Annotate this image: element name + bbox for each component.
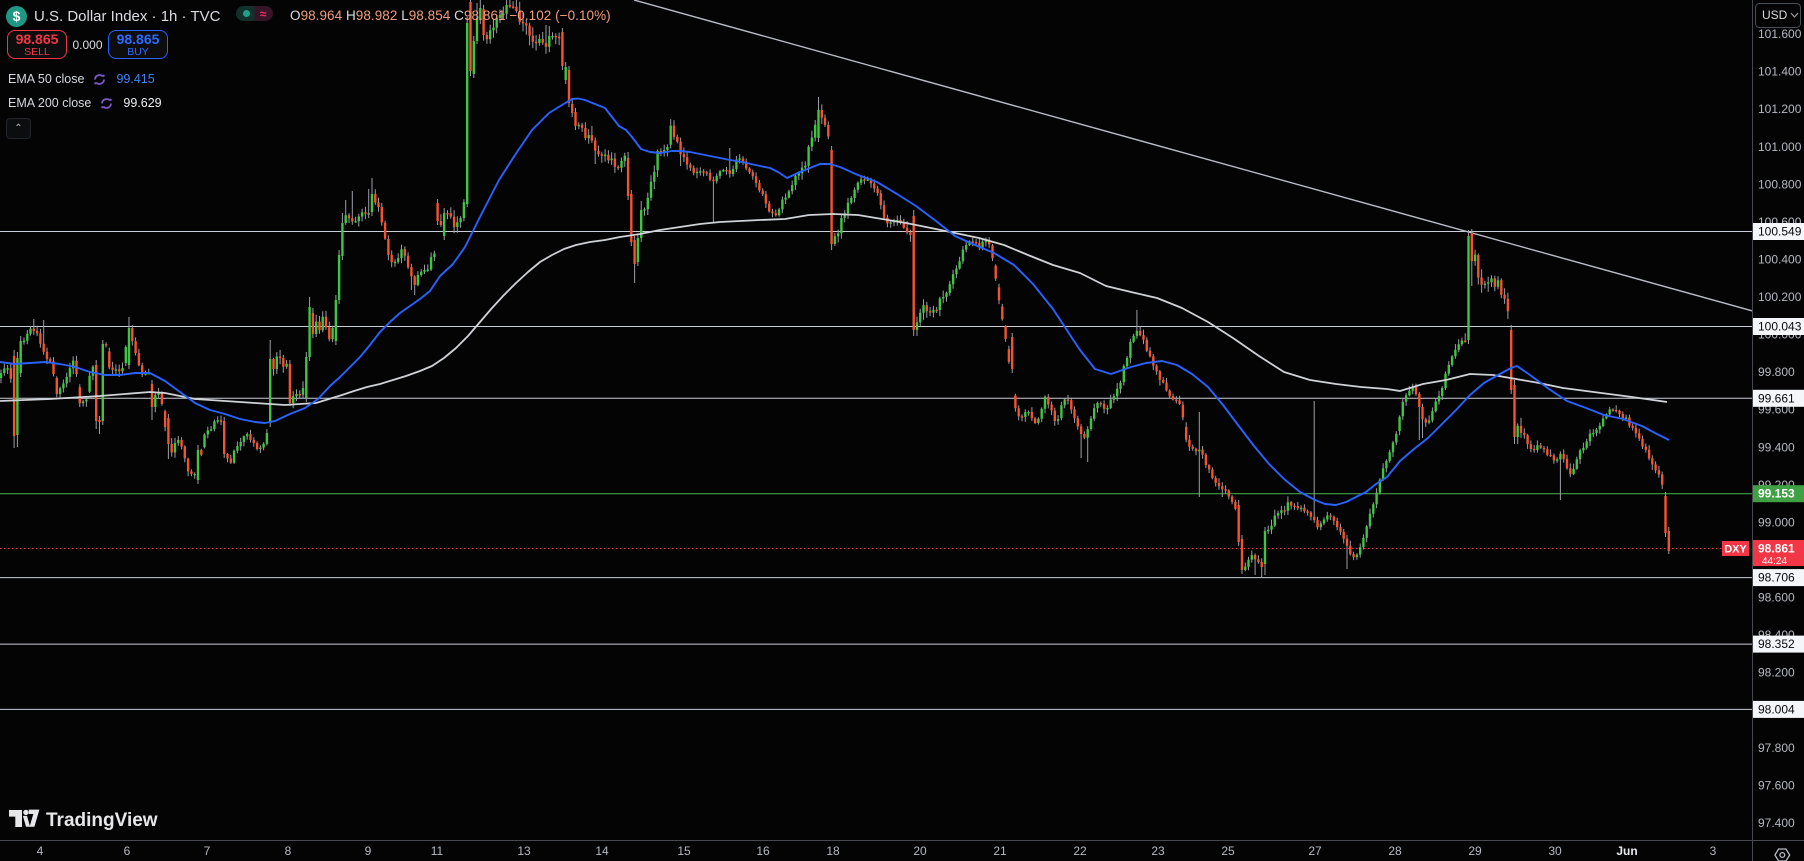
- svg-text:25: 25: [1221, 844, 1235, 858]
- svg-text:97.600: 97.600: [1758, 778, 1795, 792]
- svg-text:101.200: 101.200: [1758, 102, 1802, 116]
- svg-text:29: 29: [1468, 844, 1482, 858]
- svg-text:DXY: DXY: [1724, 544, 1747, 556]
- svg-text:4: 4: [37, 844, 44, 858]
- svg-text:98.352: 98.352: [1758, 637, 1795, 651]
- svg-text:44:24: 44:24: [1762, 556, 1787, 567]
- svg-text:97.800: 97.800: [1758, 741, 1795, 755]
- svg-text:30: 30: [1548, 844, 1562, 858]
- svg-text:13: 13: [517, 844, 531, 858]
- svg-text:100.800: 100.800: [1758, 177, 1802, 191]
- svg-text:9: 9: [365, 844, 372, 858]
- svg-text:14: 14: [595, 844, 609, 858]
- svg-text:27: 27: [1308, 844, 1322, 858]
- svg-text:99.400: 99.400: [1758, 440, 1795, 454]
- svg-text:101.600: 101.600: [1758, 27, 1802, 41]
- svg-text:7: 7: [204, 844, 211, 858]
- svg-text:28: 28: [1388, 844, 1402, 858]
- svg-text:Jun: Jun: [1616, 844, 1637, 858]
- svg-text:99.000: 99.000: [1758, 515, 1795, 529]
- svg-text:99.153: 99.153: [1758, 487, 1795, 501]
- svg-text:3: 3: [1710, 844, 1717, 858]
- svg-text:TradingView: TradingView: [46, 810, 158, 831]
- svg-text:15: 15: [677, 844, 691, 858]
- svg-text:23: 23: [1151, 844, 1165, 858]
- svg-text:6: 6: [124, 844, 131, 858]
- svg-text:100.043: 100.043: [1758, 320, 1802, 334]
- svg-text:100.200: 100.200: [1758, 290, 1802, 304]
- svg-text:99.661: 99.661: [1758, 391, 1795, 405]
- svg-text:18: 18: [826, 844, 840, 858]
- svg-text:22: 22: [1073, 844, 1087, 858]
- svg-text:98.706: 98.706: [1758, 571, 1795, 585]
- svg-text:97.400: 97.400: [1758, 816, 1795, 830]
- svg-text:8: 8: [285, 844, 292, 858]
- svg-text:98.200: 98.200: [1758, 666, 1795, 680]
- svg-text:101.400: 101.400: [1758, 65, 1802, 79]
- svg-text:98.600: 98.600: [1758, 591, 1795, 605]
- svg-text:11: 11: [431, 844, 444, 858]
- svg-text:100.400: 100.400: [1758, 253, 1802, 267]
- svg-text:21: 21: [993, 844, 1007, 858]
- svg-text:98.004: 98.004: [1758, 702, 1795, 716]
- svg-text:101.000: 101.000: [1758, 140, 1802, 154]
- svg-text:USD: USD: [1762, 8, 1788, 22]
- svg-text:20: 20: [913, 844, 927, 858]
- svg-text:98.861: 98.861: [1758, 542, 1795, 556]
- svg-text:99.800: 99.800: [1758, 365, 1795, 379]
- svg-text:≈: ≈: [260, 7, 267, 21]
- svg-text:16: 16: [756, 844, 770, 858]
- svg-text:100.549: 100.549: [1758, 225, 1802, 239]
